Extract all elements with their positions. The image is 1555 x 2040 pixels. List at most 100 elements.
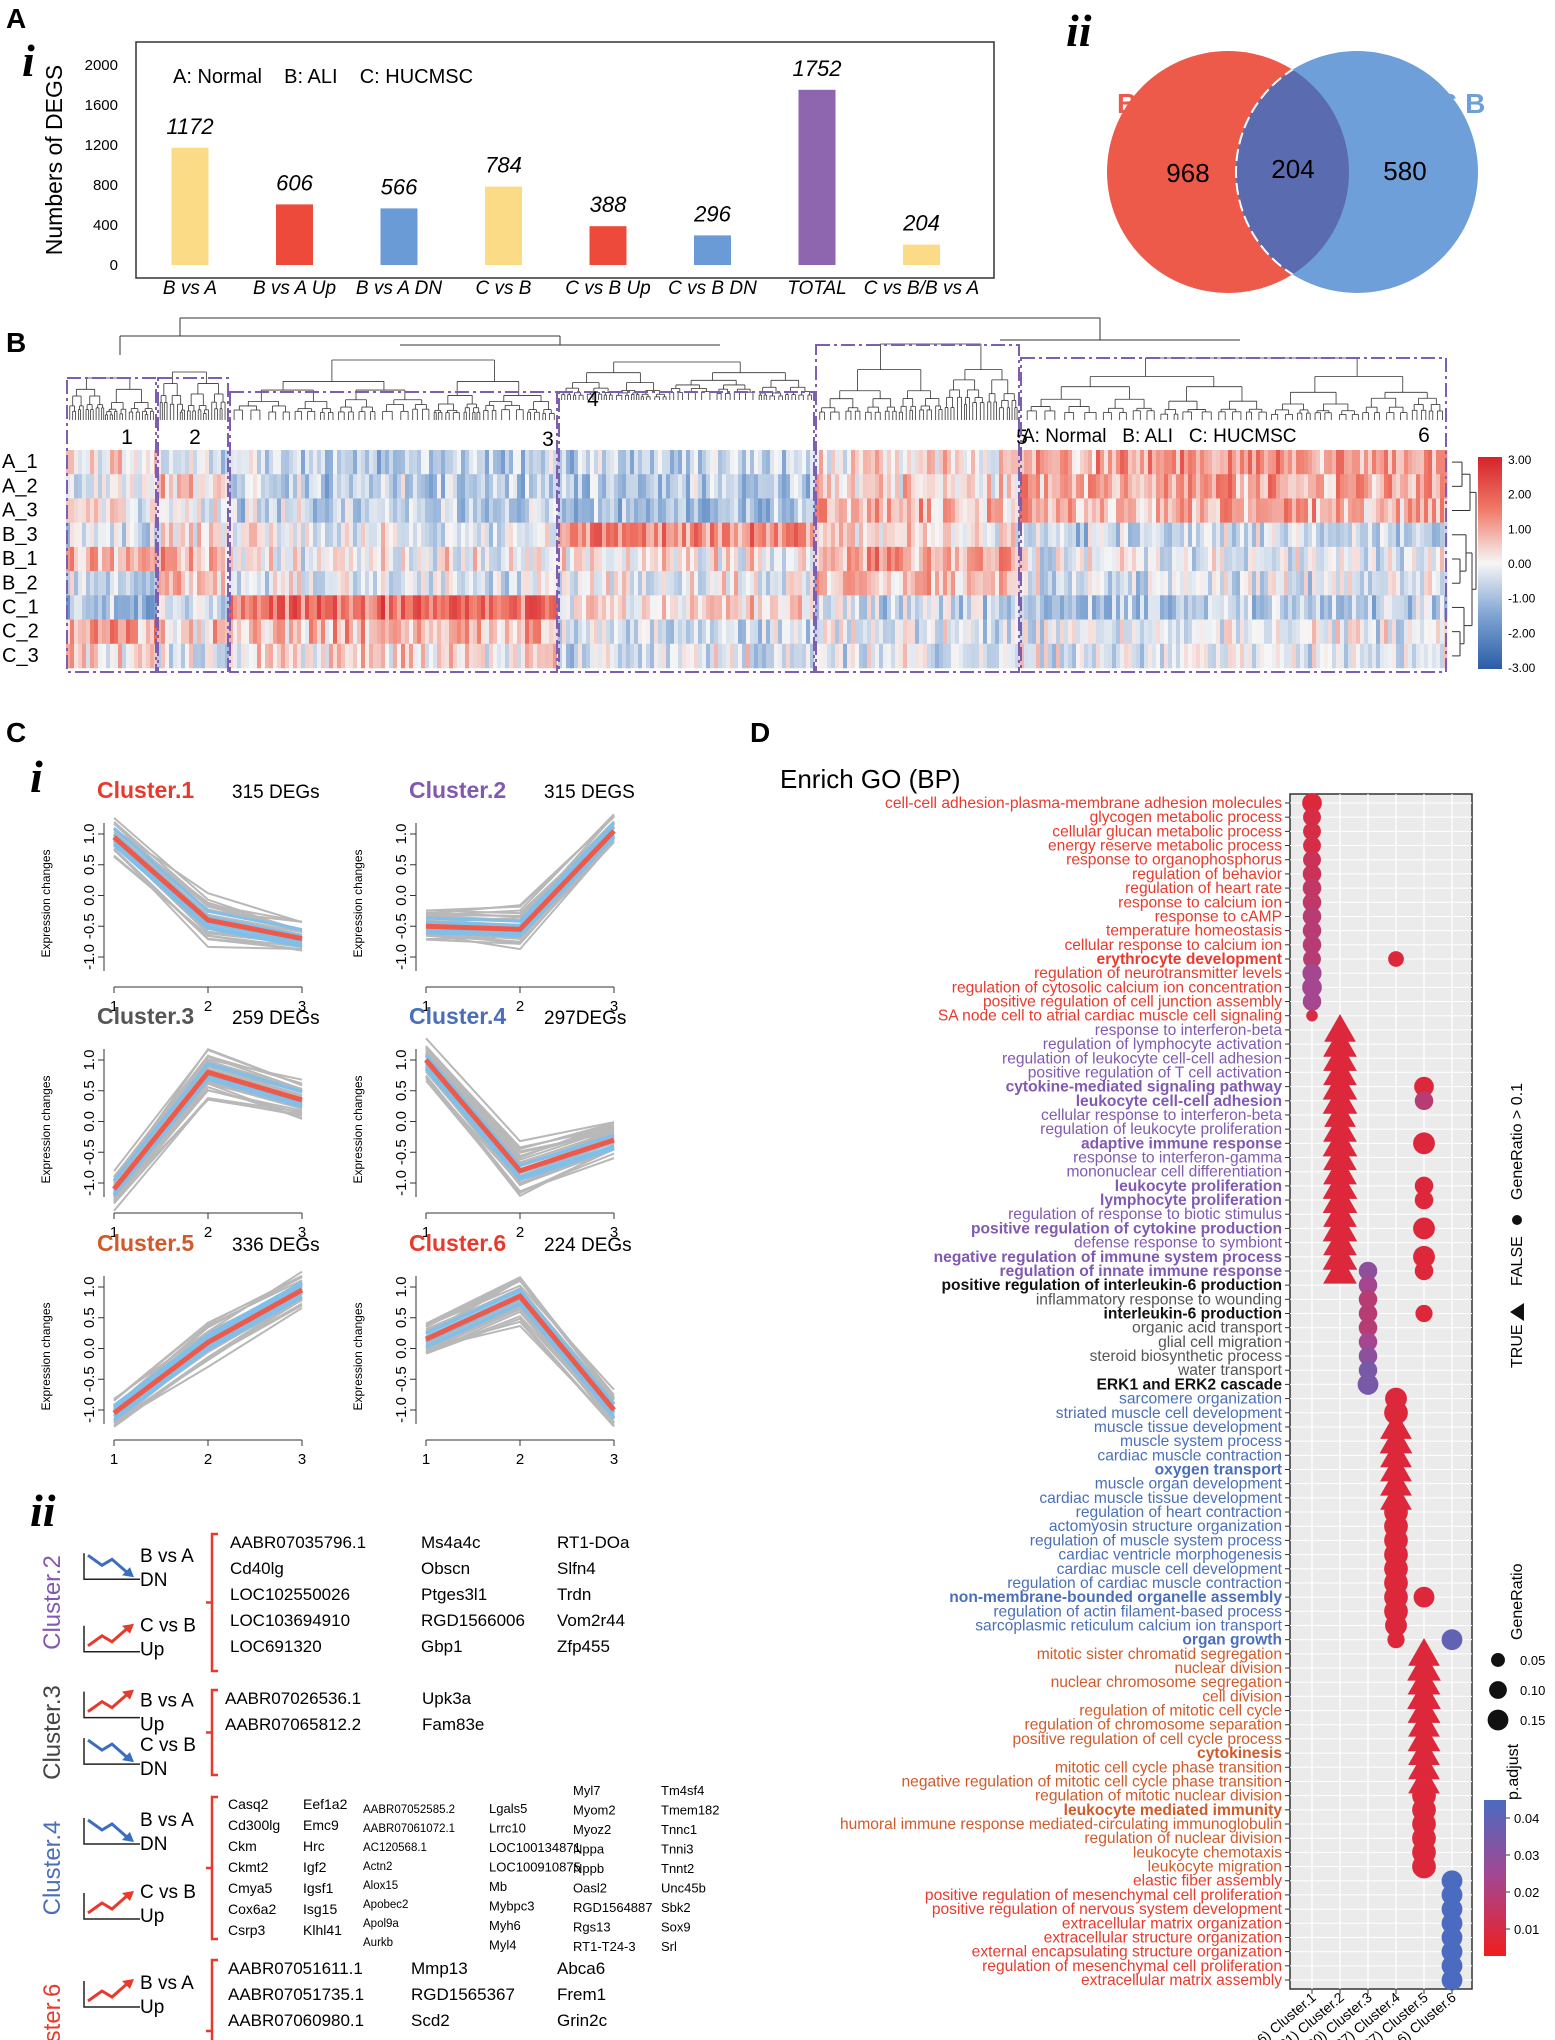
heatmap-cell [541, 643, 546, 669]
heatmap-cell [698, 522, 703, 548]
heatmap-cell [94, 450, 99, 475]
heatmap-cell [161, 474, 166, 499]
heatmap-cell [1136, 450, 1141, 475]
heatmap-cell [630, 643, 635, 669]
heatmap-cell [847, 619, 852, 645]
heatmap-cell [694, 546, 699, 572]
heatmap-cell [578, 522, 583, 548]
heatmap-cell [138, 450, 143, 475]
heatmap-cell [313, 498, 318, 523]
heatmap-cell [253, 595, 258, 620]
heatmap-cell [1284, 643, 1289, 669]
heatmap-cell [1388, 498, 1393, 523]
heatmap-cell [114, 498, 119, 523]
heatmap-cell [114, 571, 119, 596]
heatmap-cell [839, 619, 844, 645]
heatmap-cell [1248, 619, 1253, 645]
heatmap-cell [165, 474, 170, 499]
heatmap-cell [110, 571, 115, 596]
heatmap-cell [558, 450, 563, 475]
heatmap-cell [782, 571, 787, 596]
heatmap-cell [1003, 474, 1008, 499]
heatmap-cell [261, 546, 266, 572]
heatmap-cell [642, 450, 647, 475]
heatmap-cell [694, 474, 699, 499]
heatmap-cell [1320, 450, 1325, 475]
heatmap-cell [987, 571, 992, 596]
heatmap-cell [1364, 595, 1369, 620]
heatmap-cell [325, 522, 330, 548]
gene-trace-gray [425, 1079, 615, 1195]
heatmap-cell [1088, 546, 1093, 572]
heatmap-cell [694, 595, 699, 620]
heatmap-cell [102, 474, 107, 499]
heatmap-cell [1200, 546, 1205, 572]
heatmap-cell [602, 522, 607, 548]
gene-trace-blue [425, 1301, 616, 1419]
heatmap-cell [606, 619, 611, 645]
heatmap-cell [497, 595, 502, 620]
heatmap-cell [1224, 474, 1229, 499]
heatmap-cell [193, 643, 198, 669]
heatmap-cell [1244, 619, 1249, 645]
heatmap-cell [309, 571, 314, 596]
heatmap-cell [1128, 546, 1133, 572]
heatmap-cell [1020, 619, 1025, 645]
heatmap-cell [1096, 498, 1101, 523]
heatmap-cell [1396, 643, 1401, 669]
heatmap-cell [1180, 643, 1185, 669]
gene-name: RGD1566006 [421, 1611, 525, 1630]
heatmap-cell [237, 522, 242, 548]
heatmap-cell [409, 474, 414, 499]
heatmap-cell [413, 571, 418, 596]
bar-chart-ylabel: Numbers of DEGS [41, 65, 67, 255]
heatmap-cell [421, 619, 426, 645]
heatmap-cell [562, 595, 567, 620]
heatmap-cell [221, 619, 226, 645]
heatmap-cell [142, 571, 147, 596]
heatmap-cell [1140, 522, 1145, 548]
heatmap-cell [86, 571, 91, 596]
heatmap-cell [333, 450, 338, 475]
heatmap-cell [122, 571, 127, 596]
heatmap-cell [1172, 450, 1177, 475]
profile-ylabel: Expression changes [351, 1302, 365, 1410]
venn-left-only: 968 [1166, 158, 1209, 188]
heatmap-cell [457, 450, 462, 475]
heatmap-cell [871, 619, 876, 645]
heatmap-cell [393, 498, 398, 523]
heatmap-cell [517, 546, 522, 572]
heatmap-cell [213, 546, 218, 572]
heatmap-cell [626, 571, 631, 596]
heatmap-cell [1148, 522, 1153, 548]
heatmap-cell [1112, 571, 1117, 596]
heatmap-cell [209, 619, 214, 645]
heatmap-cell [401, 474, 406, 499]
heatmap-cell [209, 522, 214, 548]
heatmap-cell [1068, 619, 1073, 645]
gene-name: Tnni3 [661, 1842, 694, 1857]
gene-name: Upk3a [422, 1689, 472, 1708]
heatmap-cell [1380, 522, 1385, 548]
heatmap-cell [1388, 571, 1393, 596]
heatmap-cell [939, 619, 944, 645]
heatmap-cell [987, 474, 992, 499]
heatmap-cell [82, 546, 87, 572]
heatmap-cell [1120, 498, 1125, 523]
heatmap-cell [1312, 619, 1317, 645]
heatmap-cell [810, 450, 815, 475]
heatmap-cell [449, 546, 454, 572]
heatmap-cell [70, 595, 75, 620]
heatmap-cell [1124, 619, 1129, 645]
heatmap-cell [778, 595, 783, 620]
heatmap-cell [1180, 522, 1185, 548]
heatmap-cell [903, 450, 908, 475]
heatmap-cell [895, 546, 900, 572]
heatmap-cell [778, 450, 783, 475]
go-dot [1388, 951, 1404, 967]
heatmap-cell [734, 643, 739, 669]
heatmap-cell [537, 595, 542, 620]
heatmap-cell [939, 571, 944, 596]
heatmap-cell [349, 595, 354, 620]
heatmap-cell [1296, 595, 1301, 620]
